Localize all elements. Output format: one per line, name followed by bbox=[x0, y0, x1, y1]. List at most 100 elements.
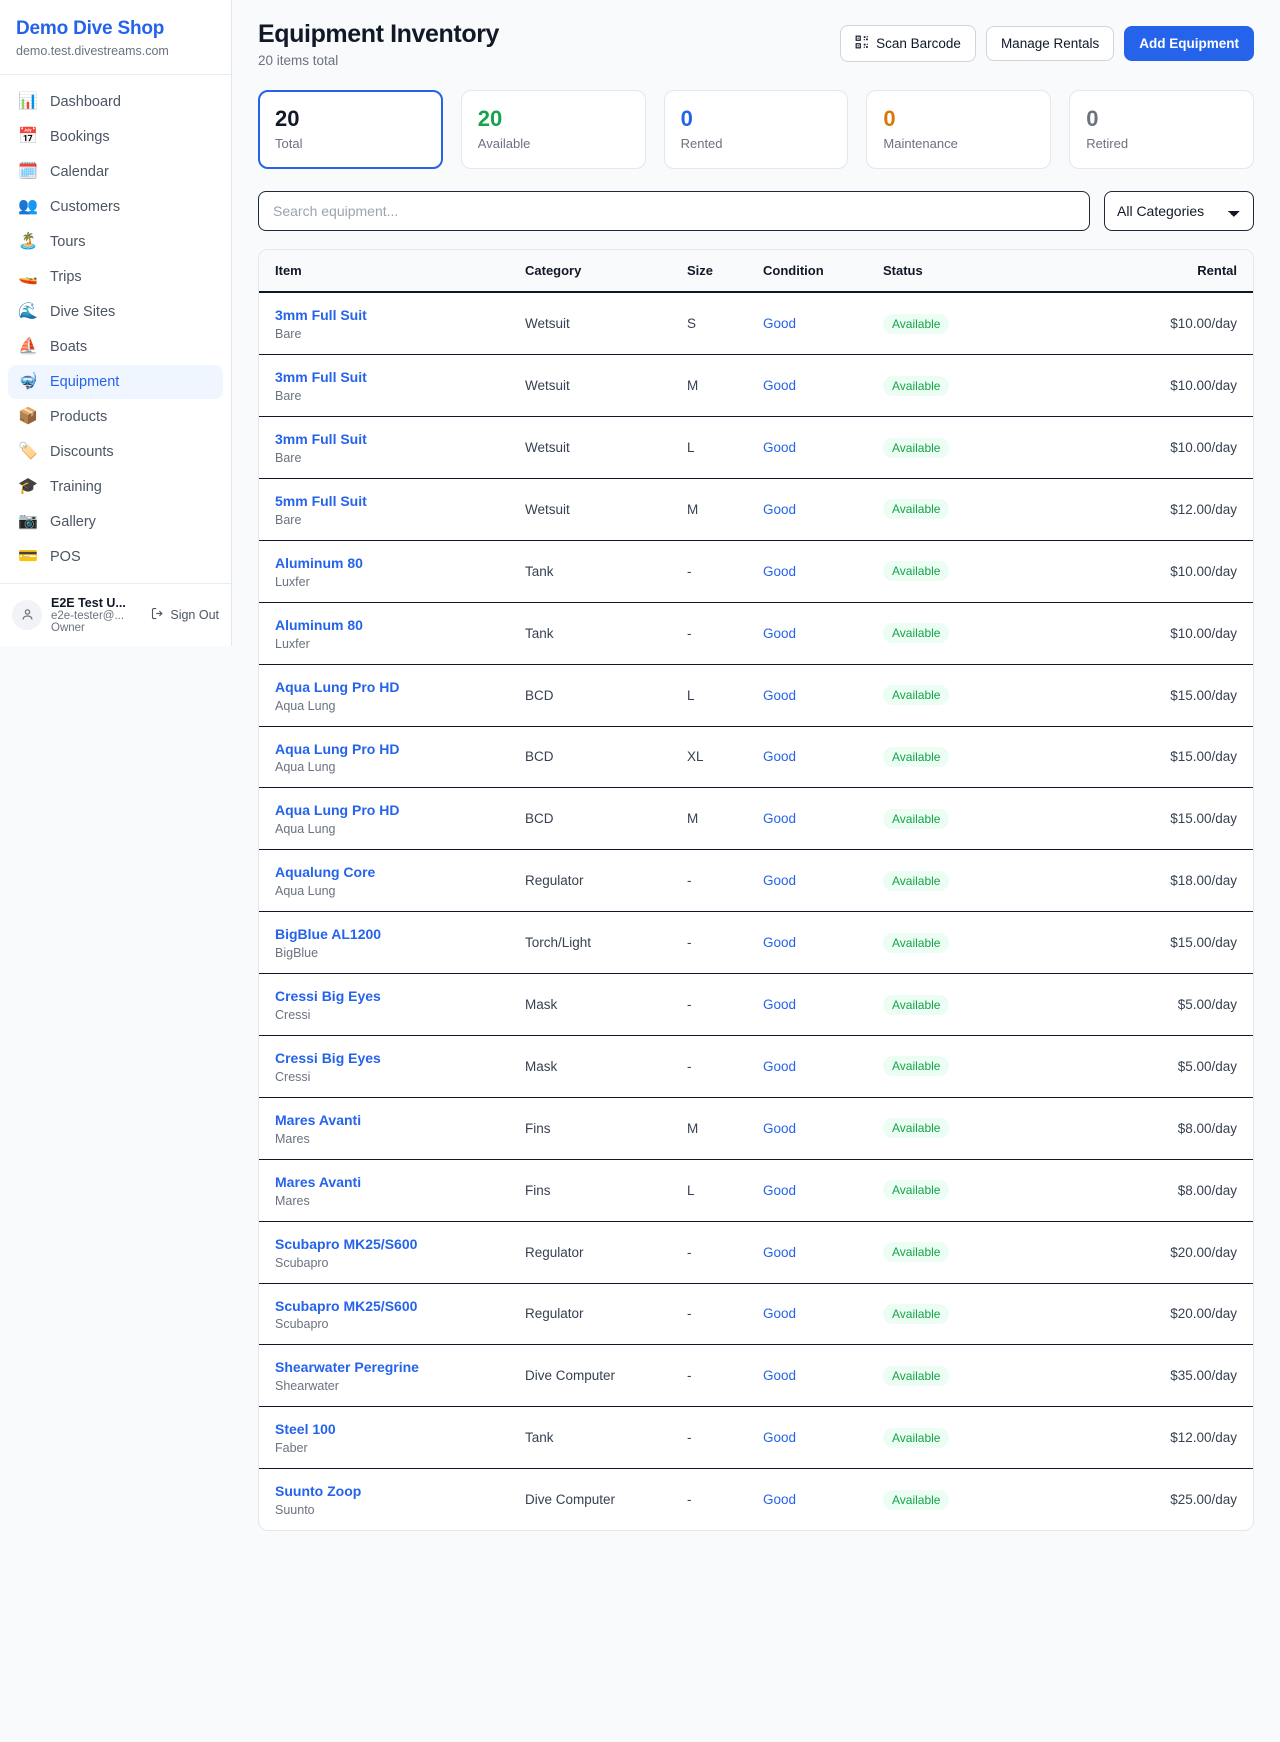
condition-link[interactable]: Good bbox=[763, 873, 797, 889]
search-input[interactable] bbox=[258, 191, 1090, 232]
stat-label: Rented bbox=[680, 136, 723, 152]
table-row[interactable]: Scubapro MK25/S600 Scubapro Regulator - Good… bbox=[259, 1221, 1253, 1284]
condition-link[interactable]: Good bbox=[763, 997, 797, 1013]
item-name-link[interactable]: Suunto Zoop bbox=[275, 1483, 362, 1500]
sidebar-item-boats[interactable]: ⛵ Boats bbox=[8, 330, 223, 364]
column-header-condition[interactable]: Condition bbox=[747, 250, 867, 294]
item-name-link[interactable]: Aqua Lung Pro HD bbox=[275, 802, 400, 819]
table-row[interactable]: Scubapro MK25/S600 Scubapro Regulator - Good… bbox=[259, 1283, 1253, 1346]
sidebar-item-discounts[interactable]: 🏷️ Discounts bbox=[8, 435, 223, 469]
table-row[interactable]: Cressi Big Eyes Cressi Mask - Good Available $… bbox=[259, 973, 1253, 1036]
scan-barcode-button[interactable]: Scan Barcode bbox=[840, 25, 976, 62]
sidebar-item-trips[interactable]: 🚤 Trips bbox=[8, 260, 223, 294]
cell-condition: Good bbox=[747, 540, 867, 603]
manage-rentals-button[interactable]: Manage Rentals bbox=[985, 26, 1115, 61]
table-row[interactable]: Aqualung Core Aqua Lung Regulator - Good Avai… bbox=[259, 849, 1253, 913]
table-row[interactable]: Aqua Lung Pro HD Aqua Lung BCD L Good Availab… bbox=[259, 664, 1253, 727]
condition-link[interactable]: Good bbox=[763, 1120, 797, 1136]
table-row[interactable]: 3mm Full Suit Bare Wetsuit S Good Available $1… bbox=[259, 292, 1253, 356]
table-row[interactable]: Mares Avanti Mares Fins M Good Available $8.00… bbox=[259, 1097, 1253, 1160]
stat-card-rented[interactable]: 0 Rented bbox=[663, 90, 849, 170]
table-row[interactable]: Cressi Big Eyes Cressi Mask - Good Available $… bbox=[259, 1035, 1253, 1098]
condition-link[interactable]: Good bbox=[763, 1430, 797, 1446]
item-name-link[interactable]: Aqua Lung Pro HD bbox=[275, 740, 400, 757]
condition-link[interactable]: Good bbox=[763, 563, 797, 579]
sidebar-item-tours[interactable]: 🏝️ Tours bbox=[8, 225, 223, 259]
cell-category: Dive Computer bbox=[509, 1344, 671, 1408]
item-brand: Faber bbox=[275, 1441, 308, 1456]
add-equipment-button[interactable]: Add Equipment bbox=[1124, 26, 1254, 61]
column-header-status[interactable]: Status bbox=[867, 250, 1029, 294]
sidebar-item-bookings[interactable]: 📅 Bookings bbox=[8, 120, 223, 154]
column-header-item[interactable]: Item bbox=[259, 250, 509, 294]
item-name-link[interactable]: BigBlue AL1200 bbox=[275, 926, 382, 943]
item-name-link[interactable]: Aqualung Core bbox=[275, 864, 376, 881]
table-row[interactable]: Mares Avanti Mares Fins L Good Available $8.00… bbox=[259, 1159, 1253, 1222]
condition-link[interactable]: Good bbox=[763, 625, 797, 641]
item-name-link[interactable]: 3mm Full Suit bbox=[275, 431, 367, 448]
table-row[interactable]: BigBlue AL1200 BigBlue Torch/Light - Good Ava… bbox=[259, 911, 1253, 975]
sidebar-item-products[interactable]: 📦 Products bbox=[8, 400, 223, 434]
condition-link[interactable]: Good bbox=[763, 811, 797, 827]
column-header-size[interactable]: Size bbox=[671, 250, 747, 294]
sidebar-item-dashboard[interactable]: 📊 Dashboard bbox=[8, 85, 223, 119]
stat-card-retired[interactable]: 0 Retired bbox=[1069, 90, 1254, 170]
stat-card-maintenance[interactable]: 0 Maintenance bbox=[866, 90, 1052, 170]
condition-link[interactable]: Good bbox=[763, 749, 797, 765]
sidebar-item-customers[interactable]: 👥 Customers bbox=[8, 190, 223, 224]
table-row[interactable]: Shearwater Peregrine Shearwater Dive Compu… bbox=[259, 1344, 1253, 1408]
column-header-category[interactable]: Category bbox=[509, 250, 671, 294]
item-name-link[interactable]: Mares Avanti bbox=[275, 1173, 362, 1190]
condition-link[interactable]: Good bbox=[763, 1244, 797, 1260]
category-filter-select[interactable]: All Categories bbox=[1104, 191, 1254, 232]
table-row[interactable]: Suunto Zoop Suunto Dive Computer - Good Avail… bbox=[259, 1469, 1253, 1530]
condition-link[interactable]: Good bbox=[763, 1492, 797, 1508]
cell-status: Available bbox=[867, 540, 1029, 603]
sidebar-item-pos[interactable]: 💳 POS bbox=[8, 540, 223, 574]
sidebar-item-dive-sites[interactable]: 🌊 Dive Sites bbox=[8, 295, 223, 329]
condition-link[interactable]: Good bbox=[763, 1306, 797, 1322]
condition-link[interactable]: Good bbox=[763, 1182, 797, 1198]
sign-out-button[interactable]: Sign Out bbox=[150, 606, 219, 624]
condition-link[interactable]: Good bbox=[763, 501, 797, 517]
sidebar-item-equipment[interactable]: 🤿 Equipment bbox=[8, 364, 223, 399]
sidebar-item-gallery[interactable]: 📷 Gallery bbox=[8, 505, 223, 539]
sidebar-item-training[interactable]: 🎓 Training bbox=[8, 470, 223, 504]
item-name-link[interactable]: Cressi Big Eyes bbox=[275, 1049, 381, 1066]
condition-link[interactable]: Good bbox=[763, 378, 797, 394]
item-name-link[interactable]: Aluminum 80 bbox=[275, 554, 363, 571]
table-row[interactable]: Aluminum 80 Luxfer Tank - Good Available $10.0… bbox=[259, 602, 1253, 665]
table-row[interactable]: Steel 100 Faber Tank - Good Available $12.00/d… bbox=[259, 1406, 1253, 1470]
condition-link[interactable]: Good bbox=[763, 687, 797, 703]
condition-link[interactable]: Good bbox=[763, 1058, 797, 1074]
condition-link[interactable]: Good bbox=[763, 440, 797, 456]
table-row[interactable]: 5mm Full Suit Bare Wetsuit M Good Available $1… bbox=[259, 478, 1253, 541]
table-row[interactable]: Aluminum 80 Luxfer Tank - Good Available $10.0… bbox=[259, 540, 1253, 603]
cell-size: M bbox=[671, 478, 747, 541]
table-row[interactable]: 3mm Full Suit Bare Wetsuit L Good Available $1… bbox=[259, 416, 1253, 479]
table-row[interactable]: 3mm Full Suit Bare Wetsuit M Good Available $1… bbox=[259, 354, 1253, 418]
condition-link[interactable]: Good bbox=[763, 935, 797, 951]
condition-link[interactable]: Good bbox=[763, 316, 797, 332]
column-header-rental[interactable]: Rental bbox=[1029, 250, 1253, 294]
item-name-link[interactable]: Steel 100 bbox=[275, 1421, 336, 1438]
stat-card-total[interactable]: 20 Total bbox=[258, 90, 443, 170]
item-name-link[interactable]: Cressi Big Eyes bbox=[275, 988, 381, 1005]
item-name-link[interactable]: Aqua Lung Pro HD bbox=[275, 678, 400, 695]
item-name-link[interactable]: Aluminum 80 bbox=[275, 616, 363, 633]
item-name-link[interactable]: Scubapro MK25/S600 bbox=[275, 1235, 418, 1252]
item-name-link[interactable]: Scubapro MK25/S600 bbox=[275, 1297, 418, 1314]
brand-block[interactable]: Demo Dive Shop demo.test.divestreams.com bbox=[0, 0, 231, 75]
stat-value: 0 bbox=[680, 106, 693, 131]
table-row[interactable]: Aqua Lung Pro HD Aqua Lung BCD XL Good Availa… bbox=[259, 726, 1253, 789]
table-row[interactable]: Aqua Lung Pro HD Aqua Lung BCD M Good Availab… bbox=[259, 787, 1253, 851]
item-name-link[interactable]: 3mm Full Suit bbox=[275, 307, 367, 324]
cell-category: Torch/Light bbox=[509, 911, 671, 975]
item-name-link[interactable]: 3mm Full Suit bbox=[275, 369, 367, 386]
item-name-link[interactable]: 5mm Full Suit bbox=[275, 492, 367, 509]
sidebar-item-calendar[interactable]: 🗓️ Calendar bbox=[8, 155, 223, 189]
item-name-link[interactable]: Shearwater Peregrine bbox=[275, 1359, 419, 1376]
item-name-link[interactable]: Mares Avanti bbox=[275, 1111, 362, 1128]
stat-card-available[interactable]: 20 Available bbox=[460, 90, 646, 170]
condition-link[interactable]: Good bbox=[763, 1368, 797, 1384]
